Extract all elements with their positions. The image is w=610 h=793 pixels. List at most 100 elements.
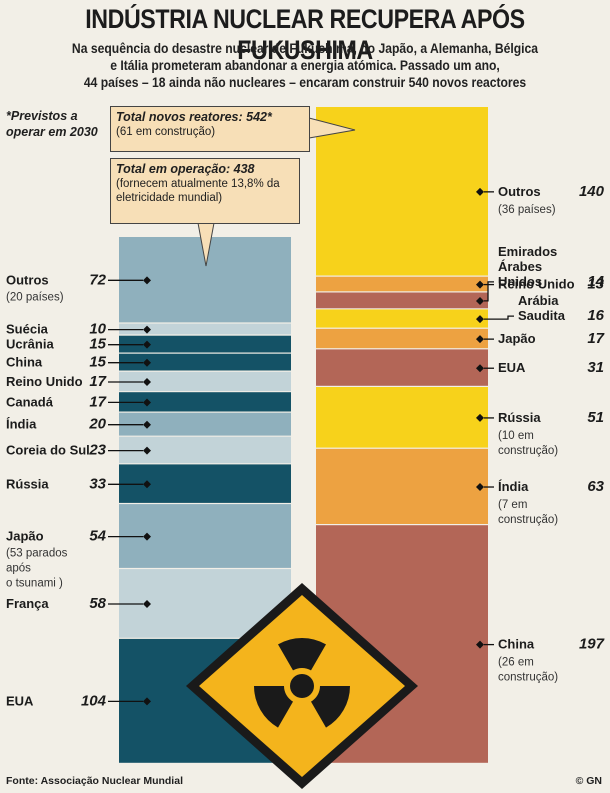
leader-new-arabia-saudita <box>484 315 514 320</box>
new-label-arabia-saudita-1: Saudita <box>518 308 566 323</box>
marker-canada <box>143 398 151 407</box>
new-note-china-0: (26 em <box>498 657 534 669</box>
new-label-emirados-arabes-unidos-2: Unidos <box>498 274 542 289</box>
marker-coreia-do-sul <box>143 446 151 455</box>
op-label-india: Índia <box>6 417 37 432</box>
new-labels: China 197 (26 em construção) Índia 63 (7 em con… <box>476 183 605 684</box>
marker-reino-unido <box>476 280 484 289</box>
op-label-outros: Outros <box>6 272 49 287</box>
marker-emirados-arabes-unidos <box>476 296 484 305</box>
new-label-emirados-arabes-unidos-1: Árabes <box>498 259 542 274</box>
op-label-eua: EUA <box>6 693 34 708</box>
op-label-russia: Rússia <box>6 476 49 491</box>
new-segment-emirados-arabes-unidos <box>316 292 488 309</box>
new-value-india: 63 <box>587 478 604 495</box>
new-label-china: China <box>498 637 535 652</box>
new-segment-outros <box>316 107 488 276</box>
marker-japao <box>476 335 484 344</box>
new-segment-russia <box>316 387 488 448</box>
op-label-franca: França <box>6 596 49 611</box>
new-value-japao: 17 <box>587 330 604 347</box>
new-value-outros: 140 <box>579 183 605 200</box>
op-value-china: 15 <box>89 354 106 371</box>
marker-china <box>143 358 151 367</box>
new-segment-reino-unido <box>316 276 488 292</box>
op-segment-ucrania <box>119 335 291 353</box>
new-label-arabia-saudita: Arábia <box>518 293 559 308</box>
op-label-ucrania: Ucrânia <box>6 337 54 352</box>
radiation-sign-icon <box>186 583 418 789</box>
op-label-china: China <box>6 355 43 370</box>
op-value-india: 20 <box>88 416 106 433</box>
new-note-russia-1: construção) <box>498 445 558 457</box>
op-value-reino-unido: 17 <box>89 373 106 390</box>
callout-total-operating: Total em operação: 438 (fornecem atualme… <box>110 158 300 224</box>
op-label-suecia: Suécia <box>6 322 49 337</box>
new-segment-india <box>316 448 488 524</box>
op-label-japao: Japão <box>6 529 44 544</box>
callout-total-new-sub: (61 em construção) <box>116 126 216 138</box>
op-segment-reino-unido <box>119 371 291 392</box>
marker-japao <box>143 532 151 541</box>
new-value-eua: 31 <box>587 359 604 376</box>
op-segment-india <box>119 412 291 436</box>
credit: © GN <box>575 775 602 787</box>
new-note-india-1: construção) <box>498 514 558 526</box>
op-note-outros-0: (20 países) <box>6 291 64 303</box>
new-value-russia: 51 <box>587 409 604 426</box>
new-label-emirados-arabes-unidos: Emirados <box>498 244 557 259</box>
marker-india <box>143 420 151 429</box>
marker-franca <box>143 599 151 608</box>
op-segment-suecia <box>119 323 291 335</box>
new-reactors-bar <box>316 107 488 763</box>
new-label-outros: Outros <box>498 184 541 199</box>
new-label-russia: Rússia <box>498 410 541 425</box>
new-segment-japao <box>316 328 488 349</box>
op-segment-canada <box>119 392 291 412</box>
op-note-japao-1: após <box>6 563 31 575</box>
new-note-russia-0: (10 em <box>498 430 534 442</box>
previstos-note: *Previstos a operar em 2030 <box>6 109 98 139</box>
new-value-china: 197 <box>579 636 605 653</box>
op-value-outros: 72 <box>89 271 106 288</box>
subtitle-line-2: e Itália prometeram abandonar a energia … <box>110 58 500 73</box>
op-value-canada: 17 <box>89 393 106 410</box>
op-value-russia: 33 <box>89 475 106 492</box>
marker-arabia-saudita <box>476 315 484 324</box>
marker-outros <box>476 187 484 196</box>
op-value-coreia-do-sul: 23 <box>88 442 106 459</box>
page-title: INDÚSTRIA NUCLEAR RECUPERA APÓS FUKUSHIM… <box>85 4 525 65</box>
new-label-reino-unido: Reino Unido <box>498 277 575 292</box>
marker-suecia <box>143 325 151 334</box>
op-value-franca: 58 <box>89 595 106 612</box>
new-note-india-0: (7 em <box>498 499 527 511</box>
op-value-eua: 104 <box>81 692 107 709</box>
marker-eua <box>476 364 484 373</box>
callout-total-new: Total novos reatores: 542* (61 em constr… <box>110 106 310 152</box>
callout-total-operating-title: Total em operação: 438 <box>116 162 255 176</box>
marker-outros <box>143 276 151 285</box>
trefoil-blade-1 <box>311 686 350 728</box>
new-value-arabia-saudita: 16 <box>587 307 604 324</box>
new-label-japao: Japão <box>498 331 536 346</box>
operating-labels: EUA 104 França 58 Japão 54 (53 parados após o ts… <box>6 271 151 709</box>
new-segment-arabia-saudita <box>316 309 488 328</box>
subtitle: Na sequência do desastre nuclear de Fuku… <box>31 40 580 91</box>
new-label-india: Índia <box>498 479 529 494</box>
marker-reino-unido <box>143 377 151 386</box>
marker-india <box>476 483 484 492</box>
marker-ucrania <box>143 340 151 349</box>
source-note: Fonte: Associação Nuclear Mundial <box>6 775 183 787</box>
op-note-japao-2: o tsunami ) <box>6 578 63 590</box>
op-label-canada: Canadá <box>6 394 54 409</box>
marker-china <box>476 640 484 649</box>
op-note-japao-0: (53 parados <box>6 548 68 560</box>
op-value-japao: 54 <box>89 528 106 545</box>
op-label-coreia-do-sul: Coreia do Sul <box>6 443 90 458</box>
new-note-outros-0: (36 países) <box>498 204 556 216</box>
callout-total-operating-sub: (fornecem atualmente 13,8% da eletricida… <box>116 178 280 204</box>
trefoil-blade-0 <box>278 638 326 671</box>
new-value-emirados-arabes-unidos: 14 <box>587 273 604 290</box>
new-note-china-1: construção) <box>498 672 558 684</box>
